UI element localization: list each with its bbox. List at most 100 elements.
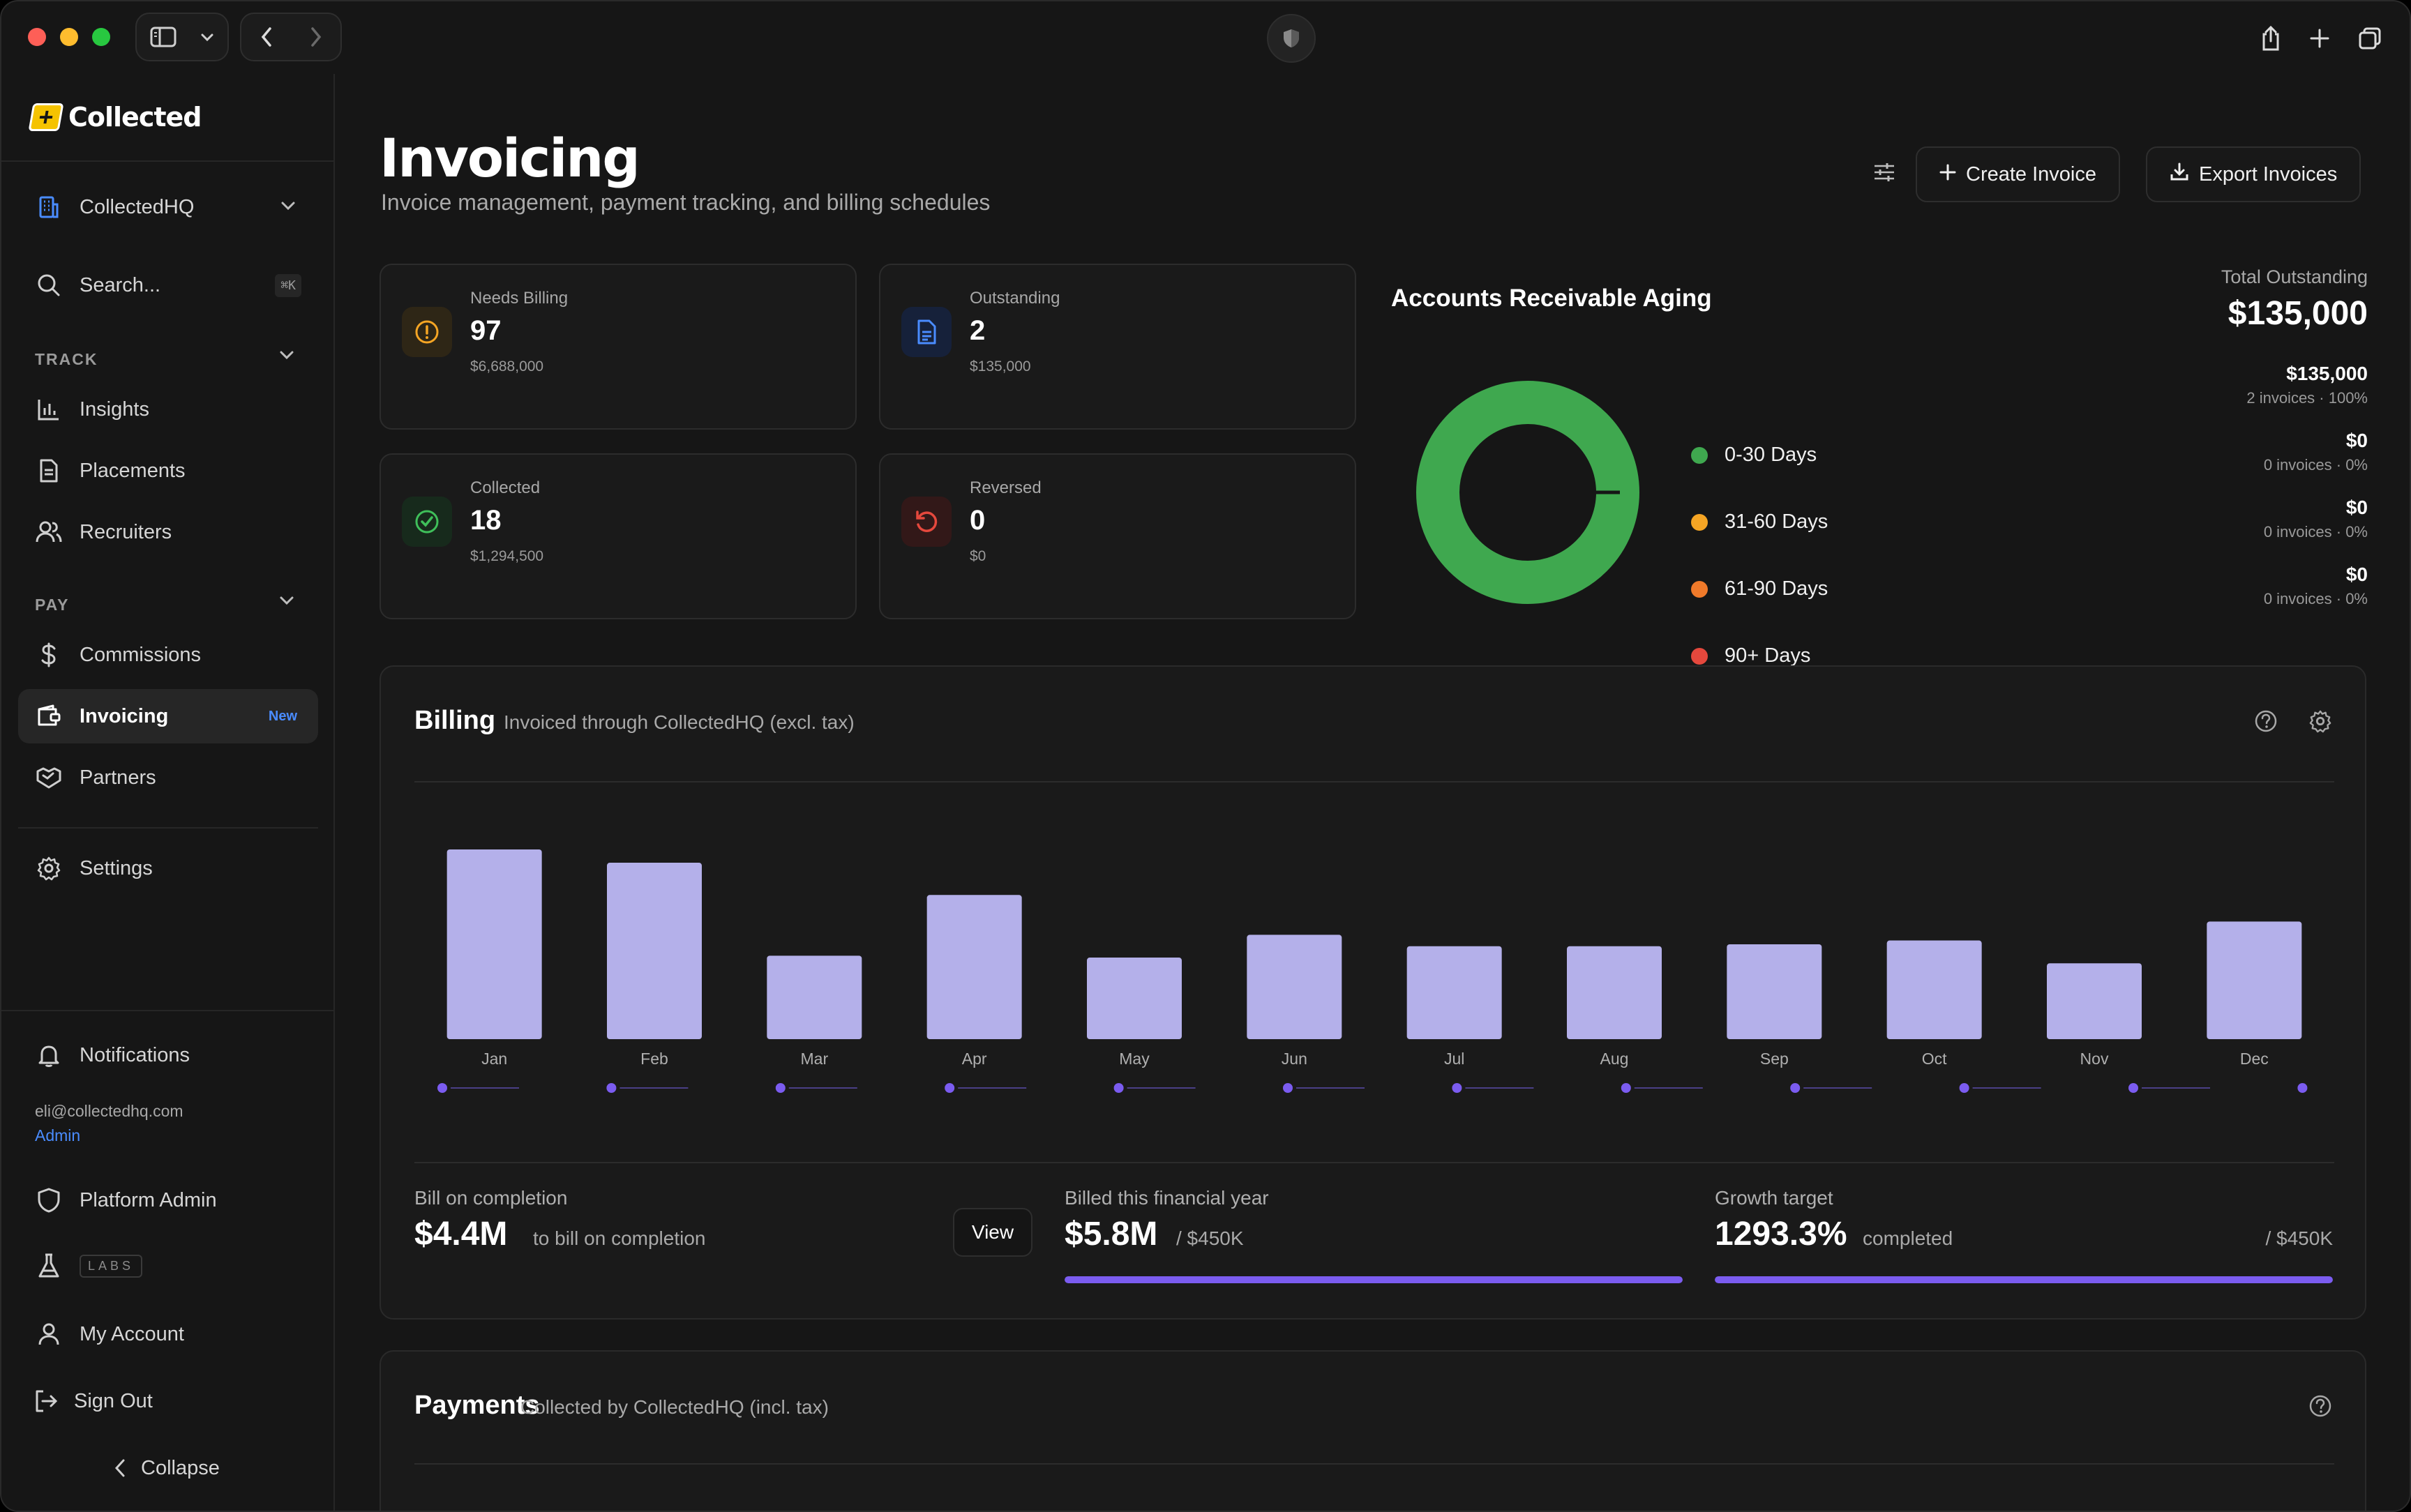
search-input[interactable]: Search... ⌘K	[18, 258, 318, 312]
close-window-button[interactable]	[28, 28, 46, 46]
aging-detail: 0 invoices · 0%	[2263, 456, 2368, 474]
view-button[interactable]: View	[953, 1208, 1032, 1257]
create-invoice-button[interactable]: Create Invoice	[1916, 146, 2120, 202]
tab-overview-icon[interactable]	[2351, 20, 2389, 57]
progress-fill	[1065, 1276, 1683, 1283]
sidebar-item-commissions[interactable]: Commissions	[18, 628, 318, 682]
timeline-dot[interactable]	[1790, 1083, 1801, 1093]
kpi-value: 1293.3%	[1715, 1216, 1847, 1253]
timeline-dot[interactable]	[1452, 1083, 1462, 1093]
timeline-dot[interactable]	[2128, 1083, 2138, 1093]
x-tick-label: Jun	[1282, 1050, 1307, 1068]
sidebar-item-placements[interactable]: Placements	[18, 444, 318, 498]
privacy-shield-icon[interactable]	[1267, 14, 1316, 63]
user-role[interactable]: Admin	[35, 1126, 81, 1144]
check-circle-icon	[402, 497, 452, 547]
bar-feb[interactable]	[607, 863, 702, 1039]
logo[interactable]: + Collected	[28, 102, 202, 133]
timeline-dot[interactable]	[2297, 1083, 2308, 1093]
timeline-dot[interactable]	[606, 1083, 617, 1093]
help-circle-icon[interactable]	[2251, 706, 2281, 736]
kpi-target: / $450K	[2265, 1227, 2333, 1249]
minimize-window-button[interactable]	[60, 28, 78, 46]
logo-text: Collected	[68, 102, 202, 133]
chevron-down-icon[interactable]	[279, 350, 294, 363]
bar-apr[interactable]	[926, 895, 1022, 1039]
bar-jul[interactable]	[1406, 946, 1502, 1039]
bar-mar[interactable]	[767, 955, 862, 1039]
kpi-growth-target: Growth target 1293.3% completed / $450K	[1715, 1187, 2333, 1283]
sidebar-toggle-group	[135, 13, 229, 61]
bar-oct[interactable]	[1886, 940, 1982, 1039]
sidebar-item-recruiters[interactable]: Recruiters	[18, 505, 318, 559]
stat-card-needs-billing[interactable]: Needs Billing 97 $6,688,000	[380, 264, 857, 430]
bar-dec[interactable]	[2207, 921, 2302, 1039]
timeline-dot[interactable]	[945, 1083, 955, 1093]
timeline-dot[interactable]	[1621, 1083, 1631, 1093]
collapse-sidebar-button[interactable]: Collapse	[99, 1441, 266, 1495]
filter-sliders-icon[interactable]	[1860, 148, 1909, 197]
export-invoices-button[interactable]: Export Invoices	[2146, 146, 2361, 202]
workspace-switcher[interactable]: CollectedHQ	[18, 180, 318, 234]
chevron-down-icon[interactable]	[190, 14, 225, 60]
x-tick-label: May	[1119, 1050, 1150, 1068]
sidebar-item-notifications[interactable]: Notifications	[18, 1028, 318, 1082]
stat-card-collected[interactable]: Collected 18 $1,294,500	[380, 453, 857, 619]
kpi-value: $4.4M	[414, 1216, 508, 1253]
new-tab-plus-icon[interactable]	[2301, 20, 2338, 57]
payments-panel: Payments Collected by CollectedHQ (incl.…	[380, 1350, 2366, 1511]
stat-card-outstanding[interactable]: Outstanding 2 $135,000	[879, 264, 1356, 430]
dollar-icon	[18, 642, 80, 667]
sidebar-item-insights[interactable]: Insights	[18, 382, 318, 437]
bar-jun[interactable]	[1247, 935, 1342, 1039]
forward-arrow-icon[interactable]	[291, 14, 340, 60]
sidebar-item-my-account[interactable]: My Account	[18, 1307, 318, 1361]
kpi-billed-financial-year: Billed this financial year $5.8M / $450K	[1065, 1187, 1683, 1283]
aging-title: Accounts Receivable Aging	[1391, 285, 1712, 312]
aging-donut-chart[interactable]	[1409, 374, 1646, 611]
sidebar-toggle-icon[interactable]	[137, 14, 190, 60]
stat-amount: $135,000	[970, 358, 1031, 375]
timeline-dot[interactable]	[1113, 1083, 1124, 1093]
bar-nov[interactable]	[2047, 963, 2142, 1039]
wallet-icon	[18, 704, 80, 729]
sign-out-button[interactable]: Sign Out	[18, 1374, 318, 1428]
bar-may[interactable]	[1087, 958, 1182, 1039]
stat-card-reversed[interactable]: Reversed 0 $0	[879, 453, 1356, 619]
gear-icon[interactable]	[2305, 706, 2336, 736]
search-icon	[18, 273, 80, 298]
aging-detail: 0 invoices · 0%	[2263, 523, 2368, 540]
legend-label: 0-30 Days	[1725, 444, 1817, 466]
handshake-icon	[18, 765, 80, 790]
sidebar-item-partners[interactable]: Partners	[18, 750, 318, 805]
user-info: eli@collectedhq.com Admin	[35, 1102, 183, 1145]
aging-amount-0-30: $135,000 2 invoices · 100%	[2246, 363, 2368, 407]
timeline-dot[interactable]	[437, 1083, 447, 1093]
bar-sep[interactable]	[1727, 944, 1822, 1039]
timeline-dot[interactable]	[775, 1083, 786, 1093]
zoom-window-button[interactable]	[92, 28, 110, 46]
sidebar-divider	[1, 160, 333, 162]
bar-aug[interactable]	[1567, 946, 1662, 1039]
gear-icon	[18, 856, 80, 881]
sidebar-item-platform-admin[interactable]: Platform Admin	[18, 1173, 318, 1227]
sidebar-item-settings[interactable]: Settings	[18, 841, 318, 895]
building-icon	[18, 195, 80, 220]
chevron-down-icon[interactable]	[279, 596, 294, 609]
legend-label: 61-90 Days	[1725, 577, 1828, 600]
aging-amount: $0	[2345, 564, 2368, 585]
help-circle-icon[interactable]	[2305, 1391, 2336, 1421]
kpi-label: Billed this financial year	[1065, 1187, 1269, 1209]
progress-bar	[1715, 1276, 2333, 1283]
sidebar-item-label: Partners	[80, 766, 156, 789]
timeline-dot[interactable]	[1283, 1083, 1293, 1093]
legend-dot	[1691, 446, 1708, 464]
bar-jan[interactable]	[446, 849, 542, 1039]
back-arrow-icon[interactable]	[241, 14, 291, 60]
share-icon[interactable]	[2252, 20, 2290, 57]
sidebar-item-labs[interactable]: LABS	[18, 1239, 318, 1293]
sidebar-item-invoicing[interactable]: Invoicing New	[18, 689, 318, 743]
x-tick-label: Feb	[640, 1050, 668, 1068]
timeline-dot[interactable]	[1959, 1083, 1969, 1093]
workspace-name: CollectedHQ	[80, 195, 195, 218]
